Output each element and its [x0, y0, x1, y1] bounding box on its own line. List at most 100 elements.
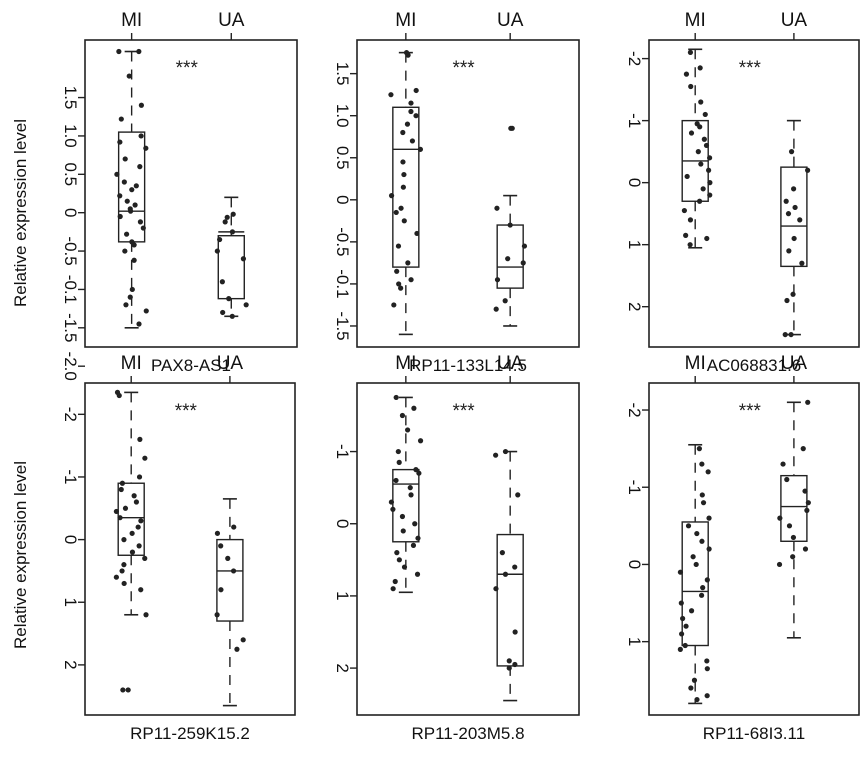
significance-stars: *** — [739, 401, 762, 422]
data-point — [704, 658, 710, 664]
data-point — [136, 321, 142, 327]
y-tick-label: 1.0 — [333, 104, 352, 128]
y-tick-label: 2 — [625, 302, 644, 311]
data-point — [790, 554, 796, 560]
data-point — [116, 48, 122, 55]
data-point — [706, 546, 712, 552]
data-point — [802, 488, 808, 494]
group-label-mi: MI — [121, 353, 142, 374]
data-point — [133, 183, 139, 189]
data-point — [234, 646, 240, 652]
data-point — [118, 486, 124, 493]
data-point — [696, 446, 702, 452]
y-tick-label: 0 — [61, 208, 80, 217]
data-point — [699, 592, 705, 598]
data-point — [398, 285, 404, 291]
panel-5: -1 0 1 2 MI UA *** RP11-203M5.8 — [333, 353, 580, 743]
data-point — [707, 180, 713, 186]
data-point — [412, 521, 418, 527]
data-point — [521, 243, 528, 249]
group-label-ua: UA — [217, 353, 244, 374]
y-tick-label: -1 — [625, 480, 644, 495]
panel-title: RP11-203M5.8 — [411, 724, 524, 743]
data-point — [217, 236, 223, 243]
significance-stars: *** — [739, 58, 762, 79]
data-point — [129, 286, 135, 293]
data-point — [396, 281, 402, 287]
data-point — [229, 313, 235, 319]
data-point — [409, 138, 416, 144]
panel-title: RP11-259K15.2 — [130, 724, 250, 743]
data-point — [121, 580, 127, 587]
data-point — [695, 149, 701, 155]
y-tick-label: -0.1 — [61, 275, 80, 304]
data-point — [400, 184, 406, 190]
data-point — [407, 485, 413, 491]
data-point — [226, 296, 232, 302]
data-point — [218, 587, 224, 593]
data-point — [400, 159, 406, 165]
group-label-mi: MI — [395, 353, 416, 374]
data-point — [220, 309, 226, 316]
box-ua — [216, 538, 244, 622]
data-point — [400, 129, 406, 136]
data-point — [138, 587, 144, 593]
data-point — [131, 493, 137, 499]
data-point — [401, 564, 408, 570]
data-point — [784, 476, 790, 483]
data-point — [805, 167, 811, 173]
data-point — [135, 524, 141, 530]
data-point — [677, 569, 684, 575]
data-point — [138, 102, 145, 108]
data-point — [388, 193, 395, 199]
data-point — [119, 568, 125, 574]
data-point — [142, 455, 148, 461]
data-point — [697, 65, 703, 71]
data-point — [393, 477, 399, 484]
group-label-mi: MI — [685, 10, 706, 31]
data-point — [414, 230, 420, 237]
data-point — [704, 666, 710, 672]
box-ua — [780, 474, 808, 542]
data-point — [128, 208, 134, 214]
data-point — [493, 306, 499, 312]
data-point — [398, 205, 404, 211]
data-point — [122, 248, 128, 254]
data-point — [703, 142, 710, 149]
data-point — [681, 207, 687, 214]
data-point — [113, 574, 119, 580]
panel-title: RP11-133L14.5 — [409, 356, 527, 375]
data-point — [691, 677, 698, 683]
data-point — [507, 222, 513, 228]
y-tick-label: 1 — [333, 591, 352, 600]
y-tick-label: 0 — [333, 195, 352, 204]
data-point — [142, 555, 148, 561]
data-point — [116, 392, 122, 399]
y-tick-label: 1 — [625, 637, 644, 646]
y-tick-label: -1 — [333, 444, 352, 459]
group-label-ua: UA — [497, 10, 524, 31]
significance-stars: *** — [452, 401, 475, 422]
data-point — [388, 499, 395, 505]
data-point — [683, 71, 690, 77]
panel-1: -2.0 -1.5 -0.1 -0.5 0 0.5 1.0 1.5 MI UA *** PAX8-AS… — [61, 10, 298, 381]
data-point — [138, 133, 144, 139]
y-tick-label: -0.5 — [333, 227, 352, 256]
y-axis-label-bottom: Relative expression level — [11, 461, 30, 649]
data-point — [126, 73, 132, 79]
data-point — [399, 513, 406, 520]
data-point — [688, 130, 695, 136]
data-point — [506, 658, 512, 664]
data-point — [121, 537, 127, 543]
data-point — [512, 564, 518, 570]
data-point — [693, 561, 699, 568]
data-point — [405, 260, 411, 266]
data-point — [792, 204, 798, 211]
y-tick-label: -1.5 — [333, 311, 352, 340]
data-point — [136, 474, 143, 480]
data-point — [417, 146, 424, 152]
panel-title: RP11-68I3.11 — [703, 724, 805, 743]
data-point — [137, 219, 144, 225]
data-point — [786, 523, 793, 529]
data-point — [493, 586, 499, 592]
